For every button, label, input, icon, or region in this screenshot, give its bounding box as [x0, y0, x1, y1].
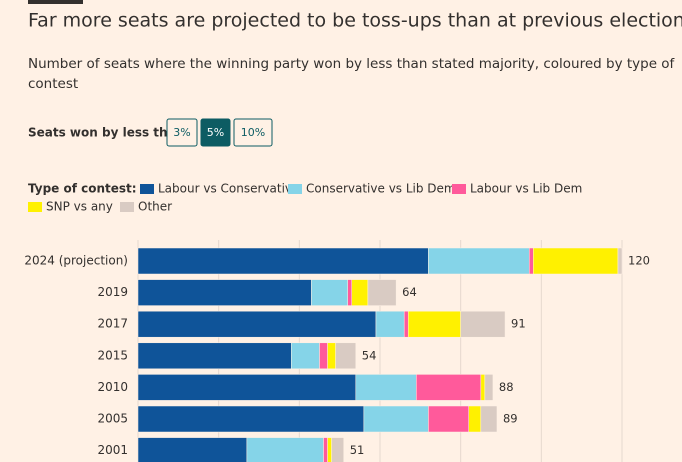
- legend-swatch: [140, 184, 154, 194]
- total-label: 91: [511, 317, 526, 331]
- bar-segment: [351, 279, 369, 306]
- option-label[interactable]: 3%: [173, 126, 190, 139]
- y-tick-label: 2001: [97, 443, 128, 457]
- bar-segment: [363, 405, 429, 433]
- legend-label: Labour vs Lib Dem: [470, 182, 582, 196]
- option-button[interactable]: [200, 118, 231, 147]
- bar-segment: [319, 342, 328, 370]
- y-tick-label: 2005: [97, 412, 128, 426]
- bar-segment: [428, 247, 530, 275]
- y-tick-label: 2019: [97, 285, 128, 299]
- bar-segment: [347, 279, 353, 306]
- bar-segment: [137, 437, 248, 462]
- y-tick-label: 2017: [97, 317, 128, 331]
- total-label: 51: [350, 443, 365, 457]
- y-tick-label: 2024 (projection): [24, 254, 128, 268]
- bar-segment: [137, 247, 429, 275]
- bar-segment: [137, 310, 377, 338]
- legend-title: Type of contest:: [28, 182, 137, 196]
- bar-segment: [533, 247, 619, 275]
- bar-segment: [484, 374, 494, 401]
- bar-segment: [246, 437, 324, 462]
- bar-segment: [327, 342, 336, 370]
- bar-segment: [331, 437, 344, 462]
- subtitle: contest: [28, 76, 78, 92]
- bar-segment: [367, 279, 397, 306]
- option-label[interactable]: 10%: [241, 126, 265, 139]
- bar-segment: [335, 342, 357, 370]
- legend-swatch: [120, 202, 134, 212]
- total-label: 88: [499, 380, 514, 394]
- bar-segment: [407, 310, 461, 338]
- brand-bar: [28, 0, 83, 4]
- option-button[interactable]: [166, 118, 198, 147]
- option-button[interactable]: [233, 118, 273, 147]
- bar-segment: [137, 279, 312, 306]
- subtitle: Number of seats where the winning party …: [28, 56, 676, 72]
- total-label: 54: [362, 348, 377, 362]
- total-label: 89: [503, 412, 518, 426]
- bar-segment: [403, 310, 409, 338]
- total-label: 120: [628, 254, 650, 268]
- bar-segment: [468, 405, 482, 433]
- bar-segment: [480, 374, 486, 401]
- total-label: 64: [402, 285, 417, 299]
- bar-segment: [416, 374, 482, 401]
- option-label[interactable]: 5%: [207, 126, 224, 139]
- bar-segment: [528, 247, 534, 275]
- y-tick-label: 2015: [97, 348, 128, 362]
- legend-swatch: [452, 184, 466, 194]
- legend-label: SNP vs any: [46, 200, 113, 214]
- bar-segment: [323, 437, 328, 462]
- bar-segment: [375, 310, 405, 338]
- chart-title: Far more seats are projected to be toss-…: [28, 10, 682, 32]
- bar-segment: [311, 279, 348, 306]
- bar-segment: [617, 247, 623, 275]
- legend-label: Other: [138, 200, 172, 214]
- legend-label: Conservative vs Lib Dem: [306, 182, 456, 196]
- bar-segment: [460, 310, 506, 338]
- y-tick-label: 2010: [97, 380, 128, 394]
- bar-segment: [480, 405, 498, 433]
- bar-segment: [428, 405, 469, 433]
- control-label: Seats won by less than:: [28, 126, 189, 140]
- legend-label: Labour vs Conservative: [158, 182, 299, 196]
- legend-swatch: [28, 202, 42, 212]
- bar-segment: [137, 342, 292, 370]
- bar-segment: [291, 342, 320, 370]
- bar-segment: [137, 374, 357, 401]
- legend-swatch: [288, 184, 302, 194]
- bar-segment: [137, 405, 365, 433]
- bar-segment: [355, 374, 417, 401]
- bar-segment: [327, 437, 332, 462]
